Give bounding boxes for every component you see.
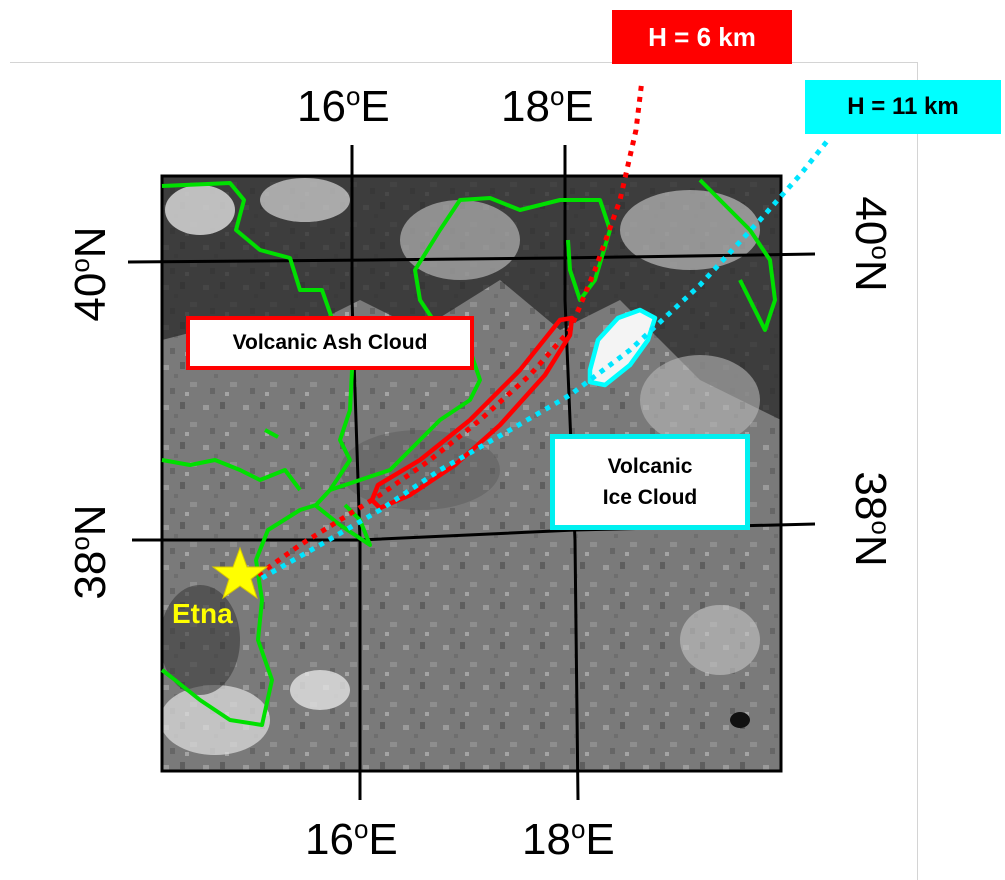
lat-label-38n-left: 38oN (65, 504, 115, 600)
ash-cloud-outline (369, 315, 575, 511)
trajectory-6km (256, 79, 645, 578)
lat-label-38n-right: 38oN (846, 471, 896, 567)
ash-cloud-label: Volcanic Ash Cloud (186, 316, 474, 370)
lat-label-40n-left: 40oN (65, 226, 115, 322)
star-icon (211, 546, 269, 600)
graticule (127, 145, 816, 801)
ice-cloud-label-text: Volcanic Ice Cloud (602, 454, 698, 510)
coastline (160, 178, 777, 727)
lon-label-16e-top: 16oE (297, 81, 390, 131)
lat-label-40n-right: 40oN (846, 196, 896, 292)
height-6km-label: H = 6 km (612, 10, 792, 64)
parallel-40n (127, 252, 816, 264)
height-11km-label: H = 11 km (805, 80, 1001, 134)
etna-label: Etna (172, 598, 233, 629)
ice-cloud-label: Volcanic Ice Cloud (550, 434, 750, 530)
lon-label-16e-bottom: 16oE (305, 814, 398, 864)
map-border (160, 174, 783, 773)
frame-top-border (10, 62, 918, 63)
lon-label-18e-bottom: 18oE (522, 814, 615, 864)
meridian-16e (350, 145, 362, 800)
trajectory-11km (260, 138, 830, 581)
meridian-18e (563, 145, 580, 801)
frame-right-border (917, 62, 918, 880)
lon-label-18e-top: 18oE (501, 81, 594, 131)
